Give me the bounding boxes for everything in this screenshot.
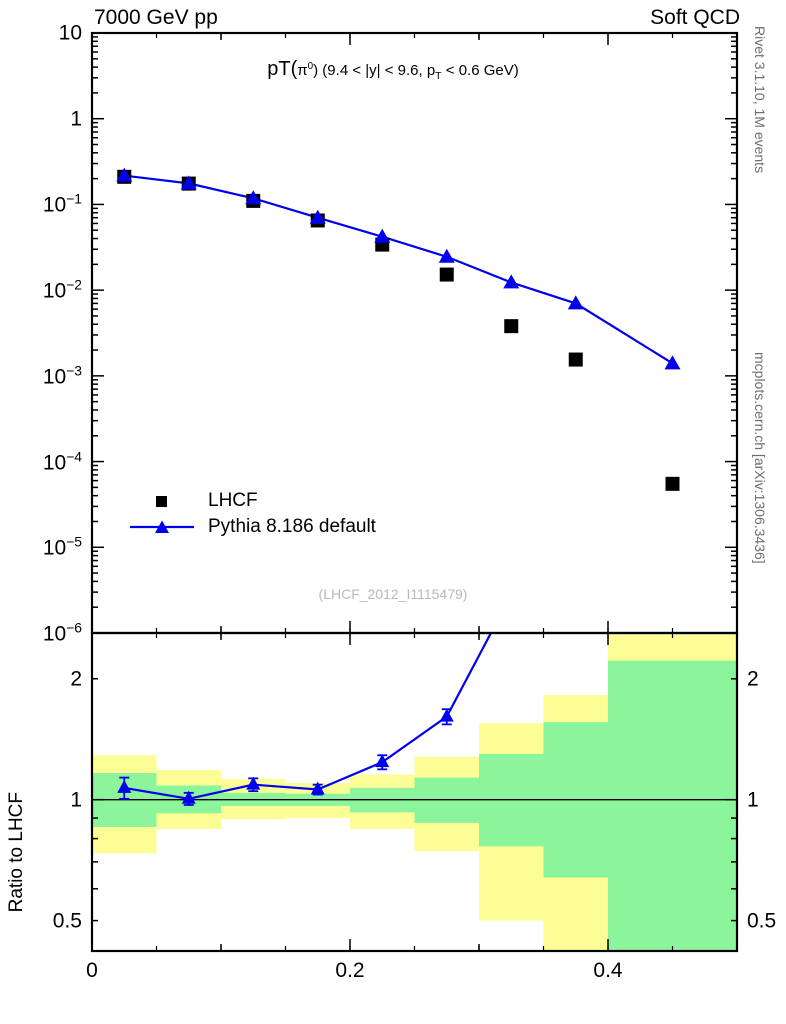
header-process-label: Soft QCD bbox=[650, 6, 740, 29]
mc-point-triangle bbox=[180, 175, 197, 190]
x-tick-label-2: 0.2 bbox=[335, 959, 365, 982]
data-markers[interactable] bbox=[117, 169, 680, 491]
y-tick-label-top-1: 1 bbox=[70, 107, 82, 131]
y-tick-label-top-4: 10−3 bbox=[42, 362, 82, 389]
y-tick-label-ratio-left-0: 2 bbox=[70, 667, 82, 691]
legend-marker-triangle-line bbox=[128, 517, 202, 537]
ratio-point-triangle bbox=[439, 708, 454, 722]
mc-point-triangle bbox=[567, 295, 584, 310]
y-tick-label-top-6: 10−5 bbox=[42, 533, 82, 560]
y-tick-label-ratio-left-2: 0.5 bbox=[52, 909, 82, 933]
mc-point-triangle bbox=[245, 190, 262, 205]
ratio-point-triangle bbox=[375, 754, 390, 768]
ratio-point-triangle bbox=[246, 776, 261, 790]
top-panel-frame bbox=[90, 31, 739, 635]
data-point-square bbox=[665, 476, 680, 491]
mc-point-triangle bbox=[374, 228, 391, 243]
mcplots-source-label: mcplots.cern.ch [arXiv:1306.3436] bbox=[752, 352, 768, 564]
y-tick-label-top-5: 10−4 bbox=[42, 448, 82, 475]
x-tick-label-0: 0 bbox=[86, 959, 98, 982]
legend-marker-square bbox=[128, 491, 202, 511]
mc-markers[interactable] bbox=[116, 167, 681, 370]
y-tick-label-ratio-right-1: 1 bbox=[747, 788, 759, 812]
data-point-square bbox=[439, 267, 454, 282]
legend-item-data[interactable]: LHCF bbox=[128, 488, 376, 514]
mc-curve bbox=[124, 174, 674, 365]
legend: LHCF Pythia 8.186 default bbox=[128, 488, 376, 540]
y-tick-label-ratio-left-1: 1 bbox=[70, 788, 82, 812]
data-point-square bbox=[568, 352, 583, 367]
header-beam-label: 7000 GeV pp bbox=[94, 6, 218, 29]
y-tick-label-top-7: 10−6 bbox=[42, 619, 82, 646]
y-tick-label-top-2: 10−1 bbox=[42, 190, 82, 217]
mc-point-triangle bbox=[664, 355, 681, 370]
ratio-mc-markers[interactable] bbox=[117, 708, 454, 806]
mc-point-triangle bbox=[116, 167, 133, 182]
data-point-square bbox=[504, 319, 519, 334]
ratio-point-triangle bbox=[117, 779, 132, 793]
rivet-version-label: Rivet 3.1.10, 1M events bbox=[752, 26, 768, 174]
y-tick-label-top-0: 10 bbox=[58, 21, 82, 45]
legend-label-data: LHCF bbox=[208, 490, 258, 511]
analysis-id-watermark: (LHCF_2012_I1115479) bbox=[318, 586, 468, 602]
mc-point-triangle bbox=[438, 248, 455, 263]
legend-label-mc: Pythia 8.186 default bbox=[208, 516, 376, 537]
y-tick-label-ratio-right-2: 0.5 bbox=[747, 909, 777, 933]
ratio-panel-frame bbox=[90, 631, 739, 953]
ratio-point-triangle bbox=[310, 781, 325, 795]
mc-point-triangle bbox=[503, 274, 520, 289]
y-tick-label-ratio-right-0: 2 bbox=[747, 667, 759, 691]
mc-point-triangle bbox=[309, 209, 326, 224]
legend-item-mc[interactable]: Pythia 8.186 default bbox=[128, 514, 376, 540]
x-tick-label-4: 0.4 bbox=[593, 959, 623, 982]
ratio-point-triangle bbox=[181, 790, 196, 804]
y-tick-label-top-3: 10−2 bbox=[42, 276, 82, 303]
